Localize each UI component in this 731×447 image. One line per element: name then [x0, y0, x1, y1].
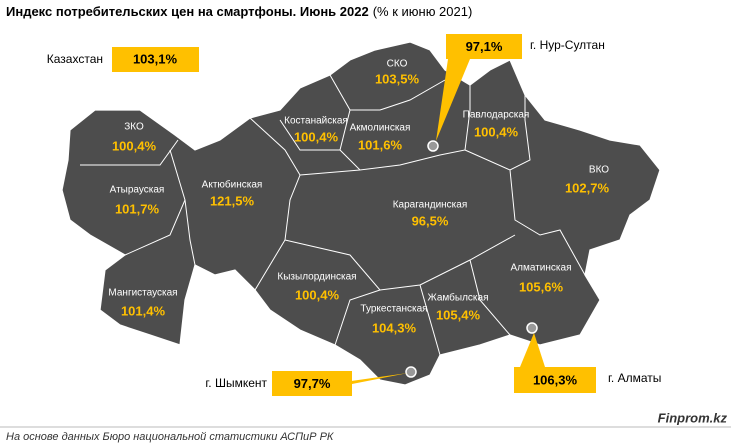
source: На основе данных Бюро национальной стати…	[6, 431, 334, 443]
region-name: Атырауская	[110, 185, 165, 196]
region-value: 105,6%	[519, 279, 564, 294]
region-value: 100,4%	[474, 124, 519, 139]
city-box	[514, 367, 596, 393]
region-value: 101,6%	[358, 137, 403, 152]
country-box	[112, 47, 199, 72]
title: Индекс потребительских цен на смартфоны.…	[6, 4, 472, 19]
city-dot	[427, 140, 439, 152]
region-name: Мангистауская	[108, 288, 177, 299]
city-value: 97,7%	[294, 376, 331, 391]
city-name: г. Алматы	[608, 371, 661, 385]
city-name: г. Нур-Султан	[530, 38, 605, 52]
region-name: Павлодарская	[463, 110, 530, 121]
region-name: ЗКО	[124, 122, 144, 133]
city-box	[446, 34, 522, 59]
country-shape	[61, 41, 661, 386]
city-dot	[405, 366, 417, 378]
region-name: Алматинская	[511, 263, 572, 274]
region-value: 103,5%	[375, 71, 420, 86]
region-name: Жамбылская	[428, 292, 489, 304]
city-dot	[526, 322, 538, 334]
region-name: СКО	[387, 59, 408, 70]
map	[61, 41, 661, 386]
region-value: 101,7%	[115, 201, 160, 216]
region-value: 100,4%	[295, 287, 340, 302]
region-value: 96,5%	[412, 213, 449, 228]
city-value: 97,1%	[466, 39, 503, 54]
brand: Finprom.kz	[658, 410, 728, 425]
region-value: 105,4%	[436, 307, 481, 322]
callout-pointer	[436, 59, 470, 141]
region-borders	[80, 74, 586, 356]
region-name: Актюбинская	[202, 179, 263, 191]
region-name: Туркестанская	[360, 304, 427, 315]
city-name: г. Шымкент	[205, 376, 267, 390]
region-name: Кызылординская	[277, 272, 356, 283]
region-value: 121,5%	[210, 193, 255, 208]
region-value: 100,4%	[112, 138, 157, 153]
title-sub: (% к июню 2021)	[373, 4, 473, 19]
region-value: 104,3%	[372, 320, 417, 335]
country-name: Казахстан	[47, 52, 103, 66]
region-name: Акмолинская	[350, 123, 411, 134]
region-value: 100,4%	[294, 129, 339, 144]
region-name: ВКО	[589, 165, 609, 176]
region-value: 101,4%	[121, 303, 166, 318]
title-main: Индекс потребительских цен на смартфоны.…	[6, 4, 369, 19]
region-value: 102,7%	[565, 180, 610, 195]
region-name: Карагандинская	[393, 200, 468, 211]
city-box	[272, 371, 352, 396]
region-name: Костанайская	[284, 116, 348, 127]
country-value: 103,1%	[133, 51, 178, 66]
callout-pointer	[520, 333, 545, 367]
city-value: 106,3%	[533, 372, 578, 387]
